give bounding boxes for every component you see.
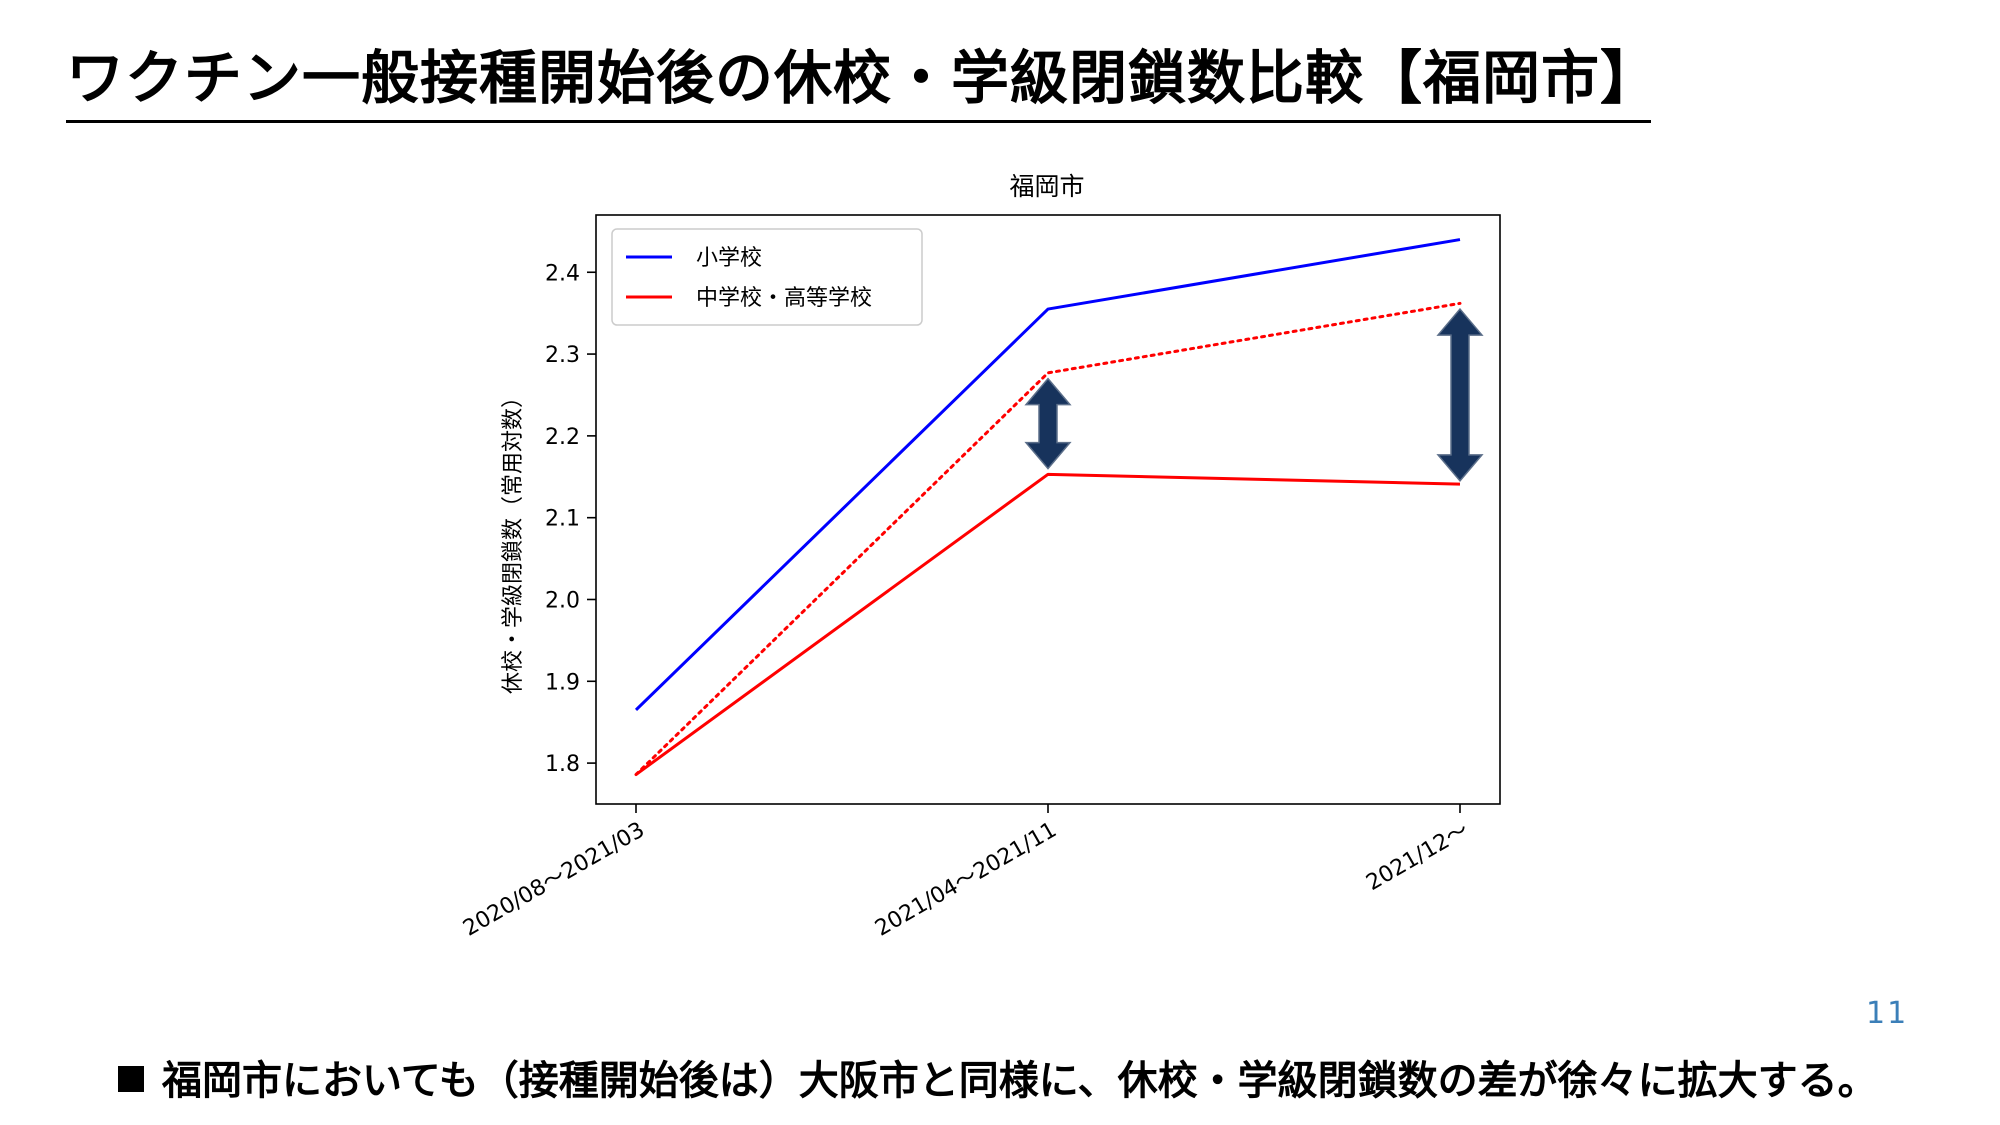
x-tick-label: 2020/08～2021/03	[459, 818, 649, 942]
bottom-note: 福岡市においても（接種開始後は）大阪市と同様に、休校・学級閉鎖数の差が徐々に拡大…	[118, 1048, 1878, 1106]
y-tick-label: 2.2	[545, 425, 580, 450]
y-tick-label: 1.9	[545, 670, 580, 695]
slide-title: ワクチン一般接種開始後の休校・学級閉鎖数比較【福岡市】	[66, 44, 1660, 112]
annotation-layer	[1024, 307, 1484, 483]
x-axis: 2020/08～2021/03 2021/04～2021/11 2021/12～	[459, 804, 1473, 942]
legend-label: 中学校・高等学校	[696, 286, 872, 311]
title-underline	[66, 120, 1651, 123]
page-number: 11	[1866, 996, 1909, 1031]
y-tick-label: 1.8	[545, 752, 580, 777]
series-line	[635, 472, 1461, 776]
legend-label: 小学校	[696, 246, 762, 271]
series-line	[634, 238, 1461, 711]
bullet-square-icon	[118, 1066, 144, 1092]
bottom-note-text: 福岡市においても（接種開始後は）大阪市と同様に、休校・学級閉鎖数の差が徐々に拡大…	[162, 1058, 1878, 1104]
y-tick-label: 2.4	[545, 261, 580, 286]
y-axis-label: 休校・学級閉鎖数（常用対数）	[501, 386, 526, 694]
x-tick-label: 2021/04～2021/11	[871, 818, 1061, 942]
double-arrow-icon	[1436, 307, 1484, 483]
legend-box	[611, 228, 923, 326]
chart-title: 福岡市	[1009, 172, 1084, 201]
y-axis: 1.8 1.9 2.0 2.1 2.2 2.3 2.4	[545, 261, 596, 777]
y-tick-label: 2.3	[545, 343, 580, 368]
series-line	[634, 301, 1462, 777]
line-chart: 福岡市 1.8 1.9 2.0 2.1 2.2 2.3 2.4 2020/08～2021/0…	[459, 172, 1501, 942]
x-tick-label: 2021/12～	[1362, 818, 1473, 896]
series-layer	[634, 238, 1462, 777]
double-arrow-icon	[1024, 377, 1072, 470]
y-tick-label: 2.0	[545, 588, 580, 613]
y-tick-label: 2.1	[545, 507, 580, 532]
